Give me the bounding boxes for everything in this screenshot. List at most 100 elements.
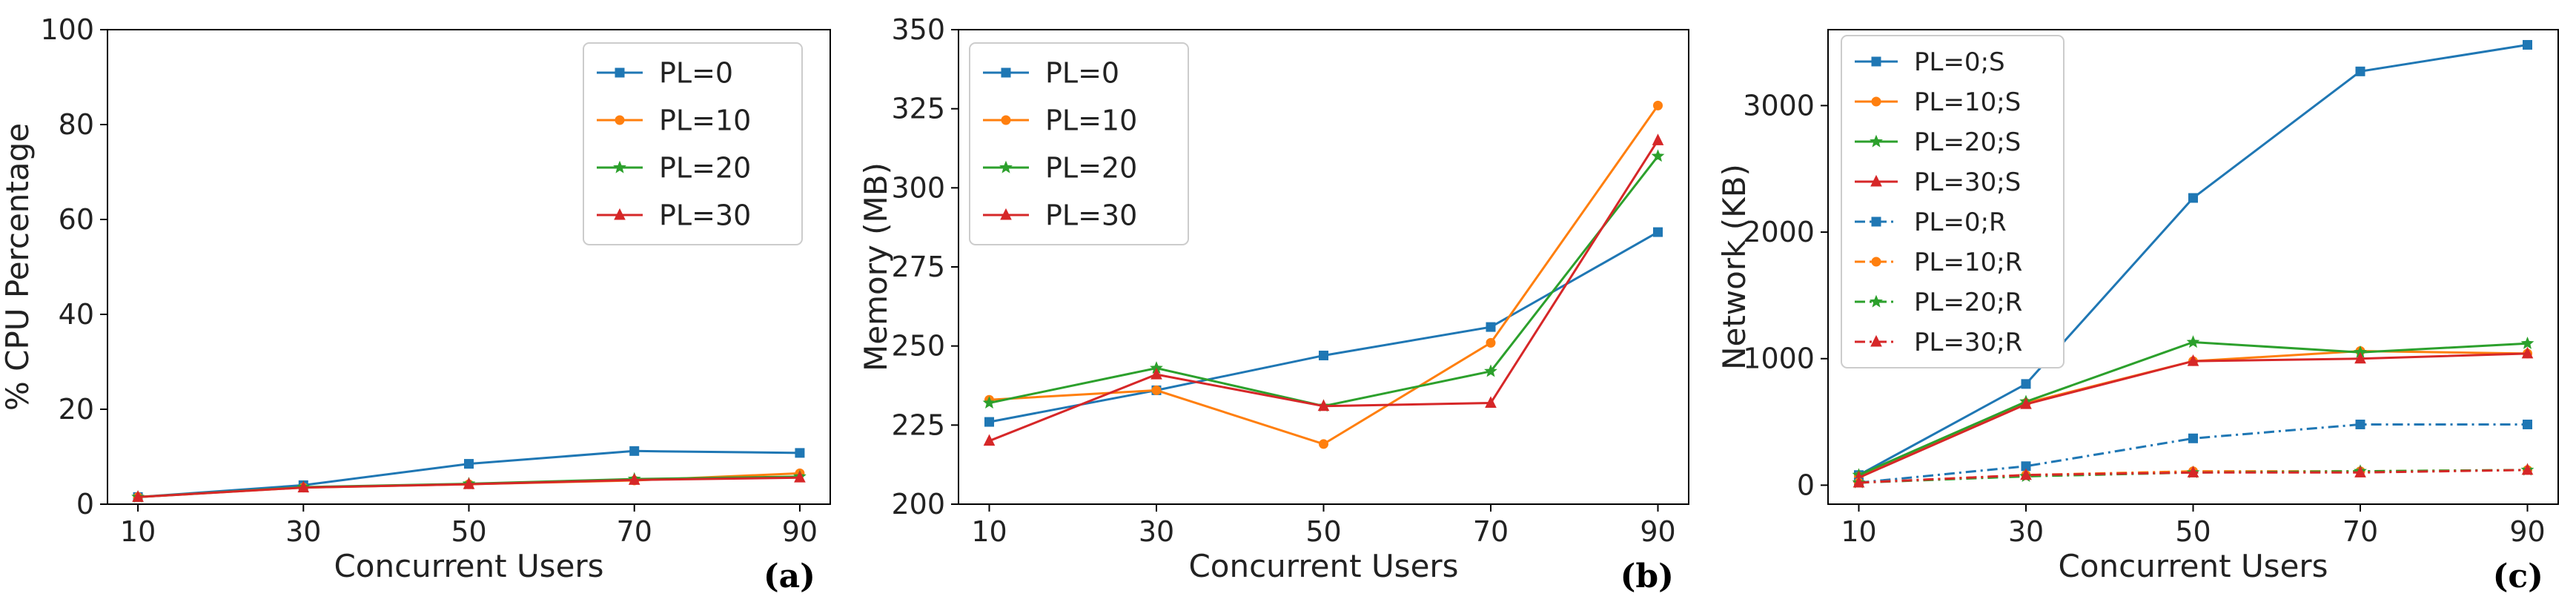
x-tick-label: 70 — [1473, 515, 1509, 548]
legend-marker-pl-30 — [614, 208, 626, 220]
legend-label-pl-30-r: PL=30;R — [1914, 328, 2022, 357]
legend-label-pl-30: PL=30 — [659, 199, 751, 232]
legend-label-pl-20: PL=20 — [659, 152, 751, 185]
x-tick-label: 30 — [285, 515, 321, 548]
data-point-pl-30-r — [2020, 468, 2032, 480]
y-tick-label: 0 — [76, 488, 94, 520]
data-point-pl-0 — [1319, 350, 1328, 360]
legend-marker-pl-0-r — [1871, 216, 1881, 227]
series-pl-30-s — [1852, 346, 2534, 483]
legend-label-pl-0-s: PL=0;S — [1914, 47, 2005, 77]
x-tick-label: 50 — [2175, 515, 2211, 548]
y-tick-label: 100 — [40, 13, 94, 46]
data-point-pl-30 — [1652, 133, 1664, 145]
legend-label-pl-10-r: PL=10;R — [1914, 248, 2022, 277]
data-point-pl-10 — [1319, 439, 1328, 449]
data-point-pl-20 — [982, 396, 996, 409]
data-point-pl-0-s — [2188, 193, 2198, 203]
data-point-pl-30 — [794, 471, 806, 483]
data-point-pl-0-r — [2188, 433, 2198, 443]
legend-marker-pl-20 — [613, 160, 626, 173]
legend-label-pl-20: PL=20 — [1045, 152, 1137, 185]
series-pl-30 — [983, 133, 1664, 446]
x-tick-label: 30 — [2008, 515, 2044, 548]
data-point-pl-20 — [1484, 364, 1497, 377]
legend-label-pl-10: PL=10 — [659, 105, 751, 137]
legend-marker-pl-30-s — [1870, 174, 1882, 187]
x-tick-label: 70 — [617, 515, 652, 548]
data-point-pl-10 — [1486, 337, 1496, 348]
x-tick-label: 70 — [2342, 515, 2378, 548]
x-tick-label: 10 — [1841, 515, 1876, 548]
data-point-pl-30-s — [2521, 346, 2534, 359]
legend-box — [583, 42, 803, 245]
data-point-pl-0 — [795, 448, 805, 458]
series-line-pl-30-s — [1858, 352, 2528, 479]
series-pl-0 — [984, 227, 1663, 427]
legend-box — [969, 42, 1189, 245]
y-axis-title: Memory (MB) — [858, 162, 894, 371]
y-tick-label: 20 — [59, 393, 94, 426]
data-point-pl-30-r — [2354, 466, 2366, 477]
legend-box — [1841, 35, 2065, 368]
legend: PL=0 PL=10 PL=20 PL=30 — [969, 42, 1189, 245]
legend-marker-pl-30-r — [1870, 334, 1882, 347]
y-tick-label: 2000 — [1743, 216, 1815, 248]
x-axis-title: Concurrent Users — [334, 548, 603, 584]
data-point-pl-30 — [1485, 396, 1497, 408]
data-point-pl-10 — [1653, 100, 1663, 110]
series-pl-30-r — [1852, 463, 2534, 488]
chart-memory: 10 30 50 70 90 200 225 250 275 300 325 350 Concurren… — [858, 13, 1689, 595]
y-tick-label: 3000 — [1743, 89, 1815, 122]
data-point-pl-30 — [1317, 399, 1330, 411]
legend-label-pl-0-r: PL=0;R — [1914, 208, 2007, 237]
series-pl-30 — [132, 471, 806, 502]
legend-label-pl-0: PL=0 — [659, 57, 733, 90]
x-tick-label: 50 — [451, 515, 486, 548]
data-point-pl-30 — [983, 434, 996, 446]
y-tick-label: 200 — [891, 488, 945, 520]
legend-label-pl-10: PL=10 — [1045, 105, 1137, 137]
x-tick-label: 90 — [1640, 515, 1675, 548]
data-point-pl-20 — [1651, 149, 1665, 162]
data-point-pl-30-r — [2187, 466, 2199, 477]
legend-label-pl-30-s: PL=30;S — [1914, 168, 2021, 197]
series-pl-0 — [133, 446, 805, 502]
legend-label-pl-10-s: PL=10;S — [1914, 87, 2021, 117]
y-tick-label: 225 — [891, 409, 945, 441]
y-axis-title: % CPU Percentage — [0, 123, 36, 411]
data-point-pl-30-s — [2187, 354, 2199, 366]
legend: PL=0;S PL=10;S PL=20;S PL=30;S PL=0;R PL=10;R… — [1841, 35, 2065, 368]
legend: PL=0 PL=10 PL=20 PL=30 — [583, 42, 803, 245]
y-tick-label: 250 — [891, 330, 945, 363]
legend-marker-pl-20 — [999, 160, 1013, 173]
x-tick-label: 30 — [1139, 515, 1174, 548]
data-point-pl-30 — [132, 490, 144, 502]
data-point-pl-30 — [1150, 367, 1162, 380]
legend-label-pl-20-r: PL=20;R — [1914, 288, 2022, 317]
x-tick-label: 10 — [120, 515, 156, 548]
chart-cpu: 10 30 50 70 90 0 20 40 60 80 100 Concurrent Users % … — [0, 13, 831, 595]
x-axis-title: Concurrent Users — [2058, 548, 2328, 584]
data-point-pl-0-s — [2021, 379, 2031, 389]
data-point-pl-0-s — [2355, 66, 2365, 76]
legend-marker-pl-20-s — [1870, 134, 1883, 148]
data-point-pl-20-s — [2186, 335, 2200, 348]
y-tick-label: 80 — [59, 108, 94, 141]
legend-marker-pl-10 — [615, 115, 625, 125]
data-point-pl-30-r — [2521, 463, 2534, 475]
data-point-pl-30-s — [2020, 397, 2032, 409]
data-point-pl-0 — [629, 446, 640, 456]
legend-marker-pl-0 — [1001, 67, 1011, 78]
y-tick-label: 325 — [891, 93, 945, 125]
legend-marker-pl-10-r — [1871, 257, 1881, 267]
legend-marker-pl-10 — [1001, 115, 1011, 125]
y-tick-label: 0 — [1797, 469, 1815, 501]
y-tick-label: 60 — [59, 203, 94, 236]
data-point-pl-0 — [1653, 227, 1663, 237]
legend-marker-pl-30 — [1000, 208, 1012, 220]
x-tick-label: 90 — [782, 515, 818, 548]
data-point-pl-0-r — [2355, 419, 2365, 429]
legend-label-pl-20-s: PL=20;S — [1914, 128, 2021, 157]
data-point-pl-30 — [628, 473, 640, 485]
